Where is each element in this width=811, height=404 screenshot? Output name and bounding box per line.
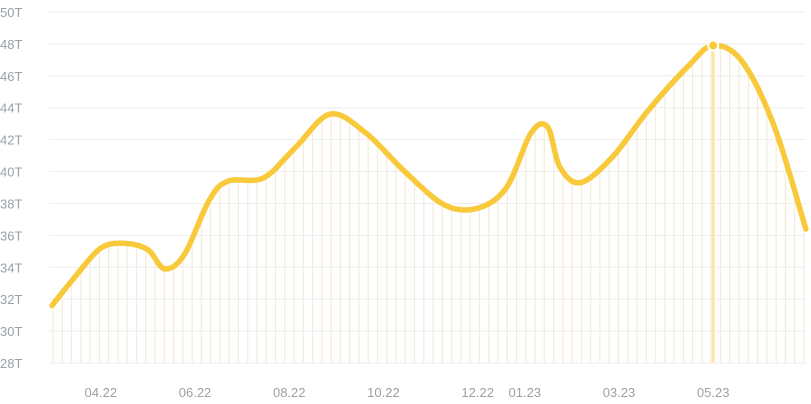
y-tick-label: 48T [0,37,22,52]
y-tick-label: 34T [0,260,22,275]
x-tick-label: 06.22 [179,385,212,400]
y-tick-label: 30T [0,324,22,339]
x-tick-label: 12.22 [461,385,494,400]
x-tick-label: 10.22 [367,385,400,400]
y-tick-label: 50T [0,5,22,20]
x-tick-label: 04.22 [85,385,118,400]
y-tick-label: 42T [0,133,22,148]
y-tick-label: 32T [0,292,22,307]
x-tick-label: 08.22 [273,385,306,400]
x-tick-label: 03.23 [603,385,636,400]
x-tick-label: 05.23 [697,385,730,400]
y-tick-label: 46T [0,69,22,84]
y-tick-label: 44T [0,101,22,116]
y-axis-ticks: 28T 30T 32T 34T 36T 38T 40T 42T 44T 46T 48T 50T [0,5,22,371]
y-tick-label: 40T [0,165,22,180]
series-line [49,39,809,309]
x-tick-label: 01.23 [509,385,542,400]
series-line-path [49,42,809,309]
x-axis-ticks: 04.22 06.22 08.22 10.22 12.22 01.23 03.23 05.23 [85,385,730,400]
y-tick-label: 38T [0,196,22,211]
y-tick-label: 36T [0,228,22,243]
y-tick-label: 28T [0,356,22,371]
highlight-point[interactable] [707,39,720,52]
